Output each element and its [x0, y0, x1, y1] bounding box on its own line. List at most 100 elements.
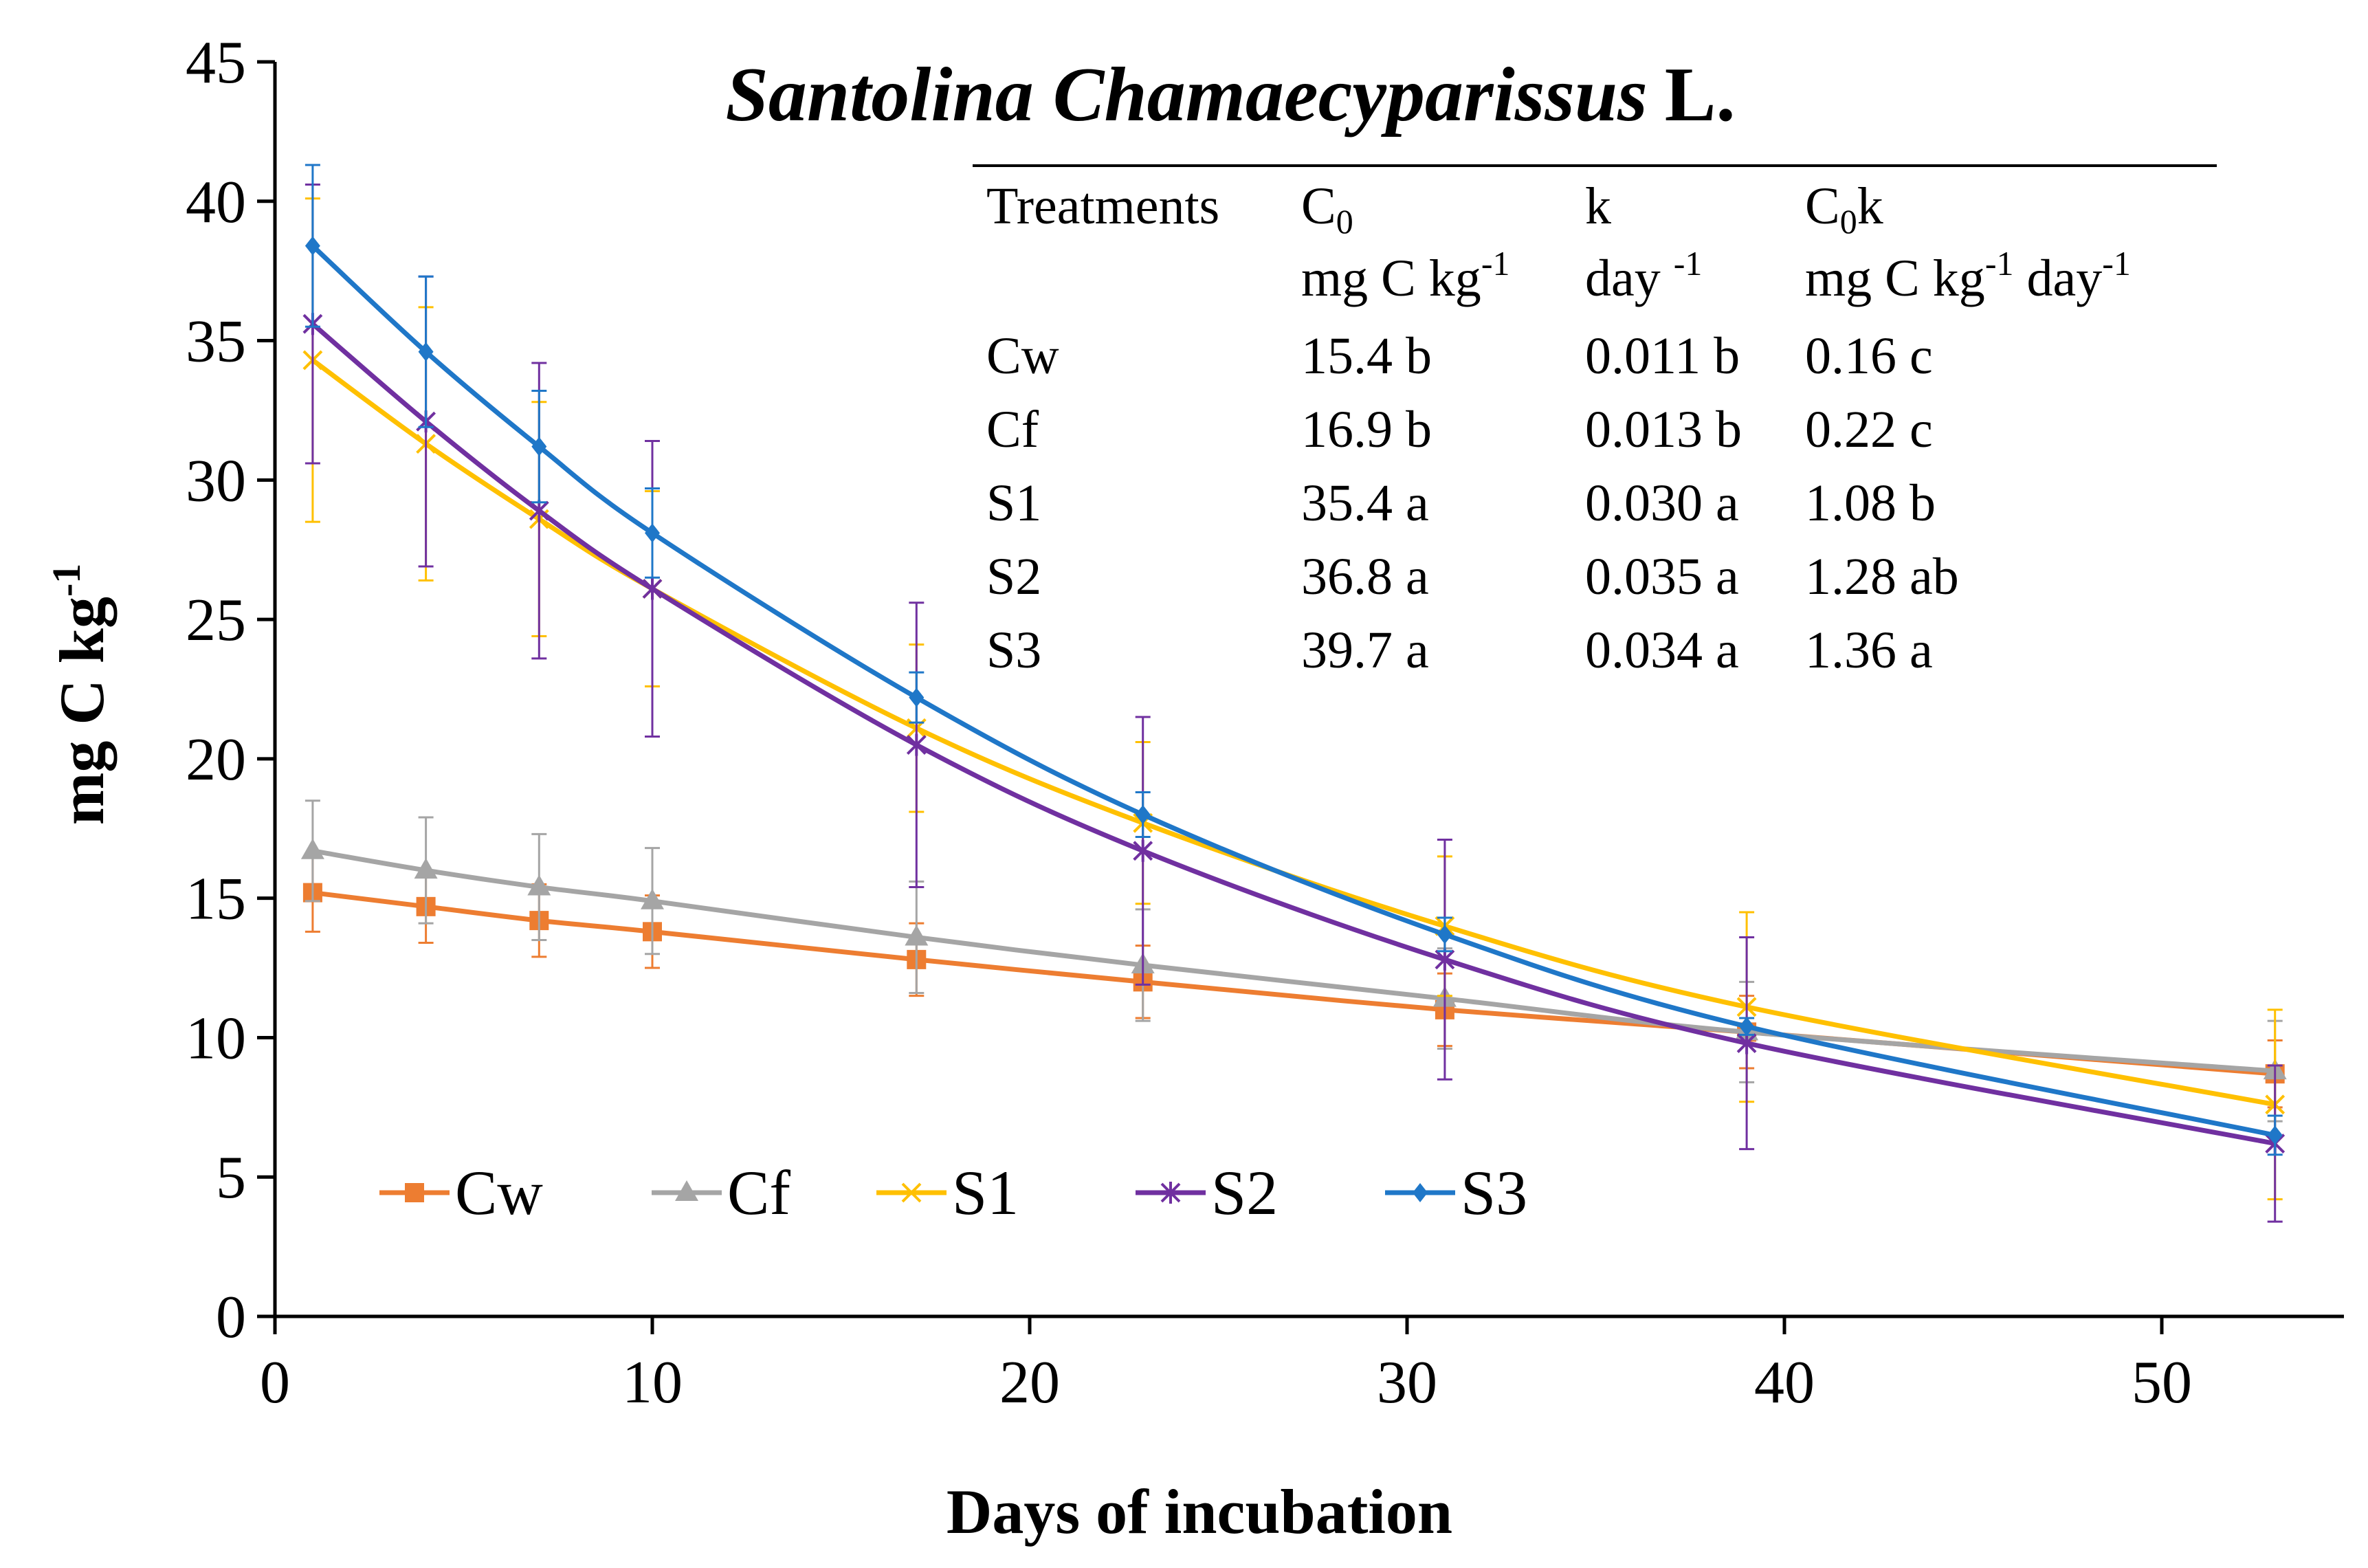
y-axis-title-sup: -1 — [44, 564, 89, 597]
table-cell: 0.22 c — [1805, 401, 1933, 459]
legend-label: S3 — [1461, 1158, 1527, 1228]
table-header-c0k: C0k — [1805, 177, 1883, 241]
y-tick-label: 45 — [186, 30, 246, 96]
table-unit-c0k: mg C kg-1 day-1 — [1805, 244, 2131, 307]
series-S2 — [302, 183, 2286, 1223]
y-tick-label: 20 — [186, 727, 246, 793]
y-tick-label: 35 — [186, 309, 246, 375]
table-header-k: k — [1585, 177, 1611, 235]
table-cell: Cw — [986, 327, 1059, 385]
x-tick-label: 10 — [622, 1349, 683, 1416]
table-header-c0-sub: 0 — [1336, 202, 1353, 241]
data-point — [300, 838, 324, 859]
legend-marker — [901, 1182, 922, 1203]
table-unit-c0k-main2: day — [2013, 250, 2102, 307]
table-cell: 35.4 a — [1301, 474, 1429, 532]
legend-marker — [1413, 1183, 1428, 1202]
y-tick-label: 25 — [186, 587, 246, 654]
series-Cf — [300, 799, 2287, 1123]
chart-title-plain: L. — [1665, 52, 1736, 137]
data-point — [1437, 925, 1452, 945]
series-line — [311, 358, 2276, 1107]
table-cell: 36.8 a — [1301, 548, 1429, 606]
series-line — [311, 244, 2276, 1138]
y-tick-label: 30 — [186, 448, 246, 514]
data-point — [642, 577, 663, 600]
series-line — [312, 848, 2275, 1074]
data-point — [906, 733, 927, 756]
y-axis-title-main: mg C kg — [47, 597, 117, 825]
legend-label: S1 — [952, 1158, 1019, 1228]
data-point — [1739, 1017, 1755, 1037]
data-point — [414, 858, 438, 879]
data-point — [909, 687, 925, 707]
table-header-c0k-tail: k — [1857, 177, 1883, 235]
y-axis-title: mg C kg-1 — [44, 564, 117, 826]
chart-title-italic: Santolina Chamaecyparissus — [726, 52, 1648, 137]
table-header-treatments: Treatments — [986, 177, 1219, 235]
table-cell: 0.011 b — [1585, 327, 1740, 385]
table-rows: Cw 15.4 b 0.011 b 0.16 c Cf 16.9 b 0.013 b 0.22… — [986, 327, 1959, 679]
table-cell: 0.030 a — [1585, 474, 1739, 532]
legend-label: S2 — [1211, 1158, 1278, 1228]
table-cell: S3 — [986, 621, 1041, 679]
data-point — [418, 342, 434, 362]
table-unit-k-main: day — [1585, 250, 1674, 307]
table-cell: 1.28 ab — [1805, 548, 1959, 606]
table-cell: 1.36 a — [1805, 621, 1933, 679]
x-tick-label: 40 — [1754, 1349, 1815, 1416]
plot-area — [300, 164, 2287, 1223]
table-header-c0-base: C — [1301, 177, 1336, 235]
table-cell: 0.034 a — [1585, 621, 1739, 679]
legend-label: Cw — [455, 1158, 543, 1228]
table-cell: 15.4 b — [1301, 327, 1432, 385]
table-header-c0k-base: C — [1805, 177, 1840, 235]
table-header-c0k-sub: 0 — [1840, 202, 1857, 241]
data-point — [1135, 805, 1151, 824]
data-point — [905, 925, 929, 946]
kinetics-table: Treatments C0 k C0k mg C kg-1 day -1 mg … — [973, 164, 2217, 679]
table-header-c0: C0 — [1301, 177, 1353, 241]
legend-item-Cf: Cf — [652, 1158, 790, 1228]
table-cell: 0.16 c — [1805, 327, 1933, 385]
table-unit-c0k-sup1: -1 — [1985, 244, 2014, 283]
data-point — [1133, 839, 1153, 862]
legend: Cw Cf S1 S2 S3 — [379, 1158, 1527, 1228]
x-tick-label: 30 — [1377, 1349, 1437, 1416]
data-point — [2267, 1125, 2283, 1145]
ticks: 0 5 10 15 20 25 30 35 40 45 0 10 20 30 40 50 — [186, 30, 2192, 1416]
y-tick-label: 5 — [216, 1145, 246, 1211]
table-cell: 1.08 b — [1805, 474, 1936, 532]
series-line — [311, 322, 2276, 1146]
table-cell: 0.035 a — [1585, 548, 1739, 606]
table-cell: 0.013 b — [1585, 401, 1742, 459]
data-point — [1435, 948, 1455, 971]
chart-title: Santolina Chamaecyparissus L. — [726, 52, 1736, 137]
legend-marker — [1160, 1182, 1181, 1204]
data-point — [527, 874, 551, 896]
table-unit-c0-sup: -1 — [1481, 244, 1510, 283]
y-tick-label: 40 — [186, 169, 246, 236]
data-point — [641, 888, 664, 909]
data-point — [531, 437, 547, 456]
y-tick-label: 10 — [186, 1005, 246, 1072]
table-unit-k-sup: -1 — [1674, 244, 1703, 283]
table-unit-k: day -1 — [1585, 244, 1702, 307]
x-tick-label: 50 — [2132, 1349, 2192, 1416]
legend-item-Cw: Cw — [379, 1158, 543, 1228]
table-unit-c0k-sup2: -1 — [2102, 244, 2131, 283]
legend-marker — [675, 1180, 698, 1201]
table-unit-c0-main: mg C kg — [1301, 250, 1481, 307]
legend-marker — [405, 1183, 424, 1202]
x-tick-label: 20 — [999, 1349, 1060, 1416]
table-cell: 39.7 a — [1301, 621, 1429, 679]
data-point — [645, 523, 660, 543]
legend-item-S2: S2 — [1136, 1158, 1278, 1228]
table-cell: S1 — [986, 474, 1041, 532]
table-cell: 16.9 b — [1301, 401, 1432, 459]
legend-item-S1: S1 — [876, 1158, 1019, 1228]
x-axis-title: Days of incubation — [947, 1477, 1452, 1547]
axes — [273, 62, 2344, 1318]
y-tick-label: 15 — [186, 866, 246, 933]
